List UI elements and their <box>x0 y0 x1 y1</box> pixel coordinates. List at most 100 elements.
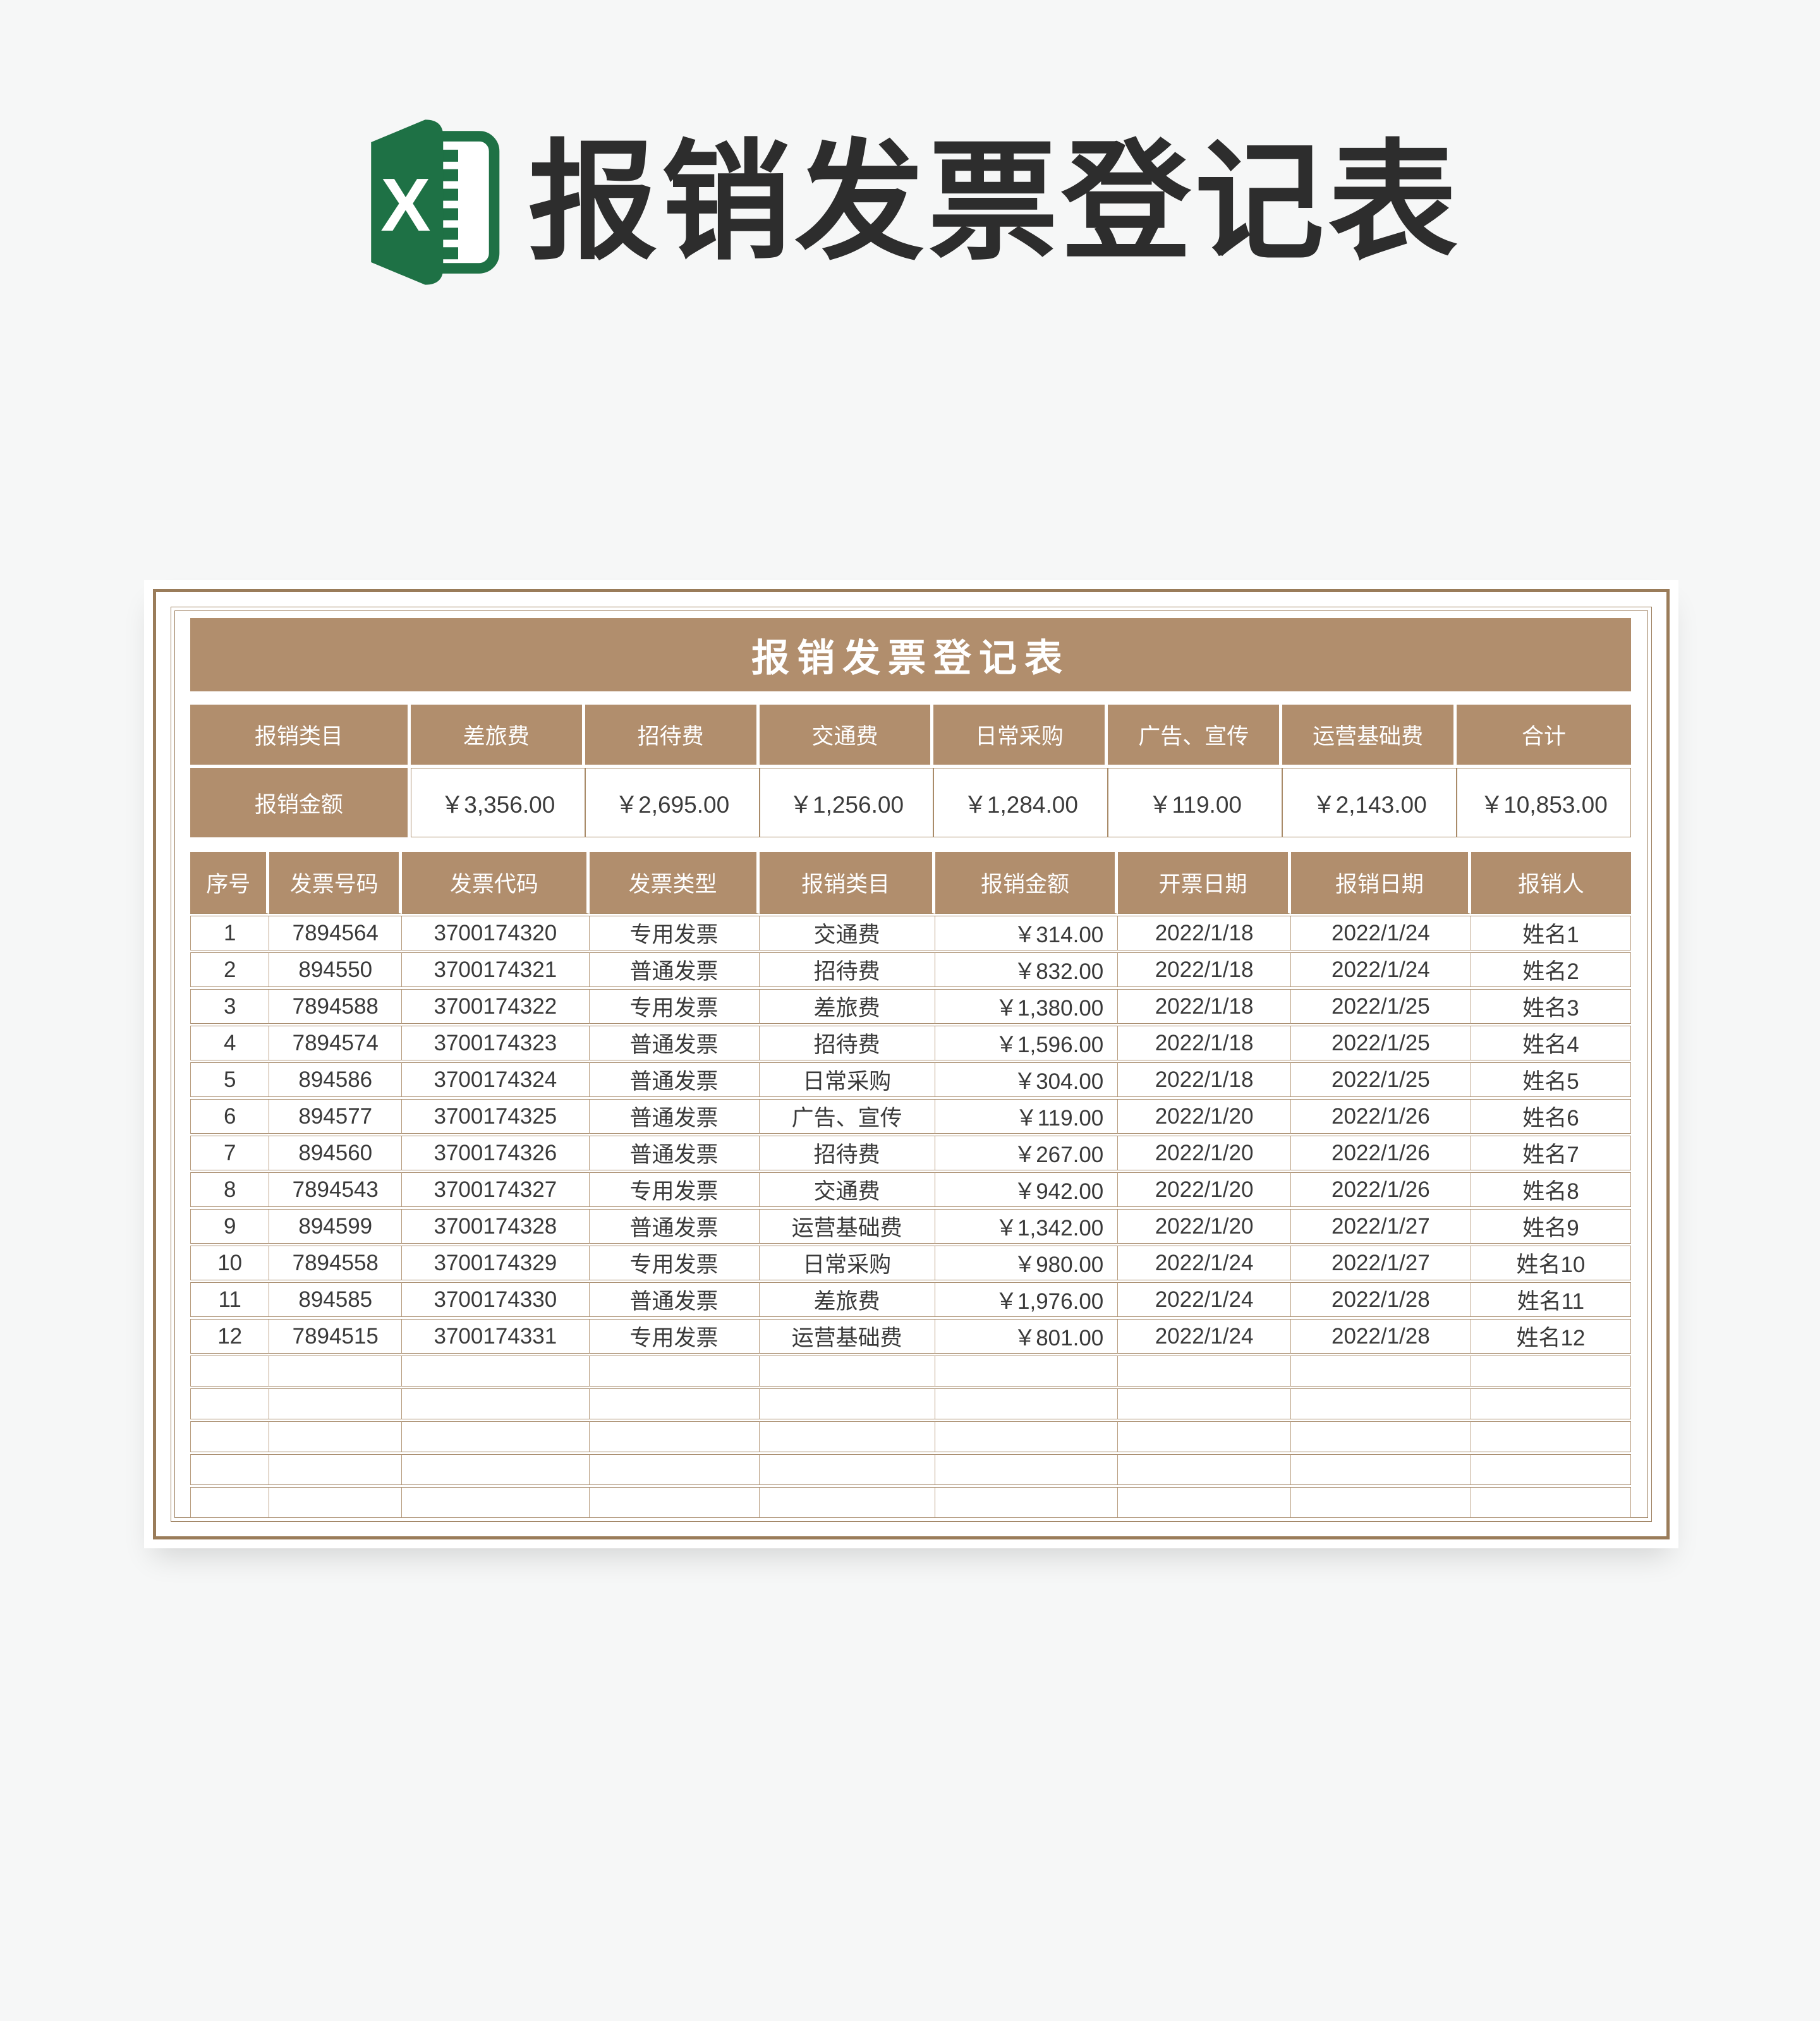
register-empty-cell <box>1290 1388 1471 1419</box>
summary-amount-cell: ￥2,143.00 <box>1282 768 1457 837</box>
register-cell: ￥1,380.00 <box>935 989 1119 1024</box>
register-cell: 姓名3 <box>1471 989 1631 1024</box>
register-data-row: 2 894550 3700174321 普通发票 招待费 ￥832.00 2022/1/18… <box>190 952 1631 987</box>
register-empty-cell <box>935 1421 1119 1452</box>
register-cell: 差旅费 <box>759 1282 935 1317</box>
register-cell: 2022/1/24 <box>1118 1246 1291 1280</box>
register-cell: 普通发票 <box>589 1062 760 1097</box>
register-cell: 7894515 <box>269 1319 403 1354</box>
register-cell: 姓名6 <box>1471 1099 1631 1134</box>
register-empty-cell <box>589 1356 760 1387</box>
register-cell: 姓名11 <box>1471 1282 1631 1317</box>
register-cell: 2022/1/25 <box>1290 1026 1471 1060</box>
register-cell: 3700174326 <box>402 1136 590 1170</box>
register-cell: 7894543 <box>269 1172 403 1207</box>
page-header: X 报销发票登记表 <box>0 107 1820 297</box>
register-cell: 2022/1/28 <box>1290 1282 1471 1317</box>
register-empty-cell <box>1290 1487 1471 1518</box>
summary-amount-cell: ￥1,284.00 <box>933 768 1108 837</box>
sheet-content: 报销发票登记表 报销类目 差旅费 招待费 交通费 日常采购 广告、宣传 运营基础费 合计 报… <box>190 618 1631 1520</box>
register-cell: 2022/1/24 <box>1118 1319 1291 1354</box>
summary-category-label: 报销类目 <box>190 705 411 768</box>
register-empty-cell <box>402 1356 590 1387</box>
register-cell: 7894574 <box>269 1026 403 1060</box>
register-cell: 招待费 <box>759 1026 935 1060</box>
register-empty-cell <box>190 1356 270 1387</box>
register-cell: 3700174330 <box>402 1282 590 1317</box>
register-empty-cell <box>935 1388 1119 1419</box>
register-cell: 3700174331 <box>402 1319 590 1354</box>
register-cell: 2022/1/25 <box>1290 989 1471 1024</box>
register-cell: 2022/1/25 <box>1290 1062 1471 1097</box>
register-cell: 日常采购 <box>759 1246 935 1280</box>
register-cell: 姓名10 <box>1471 1246 1631 1280</box>
register-empty-cell <box>269 1421 403 1452</box>
register-empty-cell <box>1118 1388 1291 1419</box>
register-cell: 2022/1/24 <box>1118 1282 1291 1317</box>
register-empty-cell <box>759 1487 935 1518</box>
register-empty-cell <box>269 1487 403 1518</box>
register-header-cell: 报销人 <box>1471 852 1631 914</box>
register-data-row: 5 894586 3700174324 普通发票 日常采购 ￥304.00 2022/1/1… <box>190 1062 1631 1097</box>
register-cell: ￥119.00 <box>935 1099 1119 1134</box>
register-empty-cell <box>759 1388 935 1419</box>
register-cell: ￥267.00 <box>935 1136 1119 1170</box>
register-cell: 7894564 <box>269 916 403 950</box>
register-empty-cell <box>190 1454 270 1485</box>
register-cell: 894599 <box>269 1209 403 1244</box>
summary-category-cell: 差旅费 <box>410 705 585 768</box>
register-cell: 广告、宣传 <box>759 1099 935 1134</box>
register-cell: 专用发票 <box>589 916 760 950</box>
register-cell: 2022/1/27 <box>1290 1209 1471 1244</box>
register-empty-cell <box>1118 1454 1291 1485</box>
register-empty-cell <box>1471 1356 1631 1387</box>
register-cell: 2022/1/28 <box>1290 1319 1471 1354</box>
register-data-row: 3 7894588 3700174322 专用发票 差旅费 ￥1,380.00 2022/1… <box>190 989 1631 1024</box>
register-empty-cell <box>935 1487 1119 1518</box>
register-cell: 差旅费 <box>759 989 935 1024</box>
register-cell: 2022/1/20 <box>1118 1209 1291 1244</box>
register-cell: 894560 <box>269 1136 403 1170</box>
register-cell: ￥1,596.00 <box>935 1026 1119 1060</box>
register-cell: 894550 <box>269 952 403 987</box>
register-data-row: 11 894585 3700174330 普通发票 差旅费 ￥1,976.00 2022/1… <box>190 1282 1631 1317</box>
register-cell: 3700174324 <box>402 1062 590 1097</box>
register-cell: 3700174325 <box>402 1099 590 1134</box>
register-cell: 专用发票 <box>589 989 760 1024</box>
register-empty-cell <box>1471 1487 1631 1518</box>
summary-category-cell: 交通费 <box>759 705 934 768</box>
register-header-cell: 发票类型 <box>589 852 760 914</box>
register-cell: 普通发票 <box>589 1209 760 1244</box>
register-data-row: 10 7894558 3700174329 专用发票 日常采购 ￥980.00 2022/1… <box>190 1246 1631 1280</box>
register-cell: 2022/1/18 <box>1118 989 1291 1024</box>
register-empty-cell <box>190 1421 270 1452</box>
register-cell: 姓名1 <box>1471 916 1631 950</box>
summary-category-cell: 日常采购 <box>933 705 1108 768</box>
register-cell: 姓名9 <box>1471 1209 1631 1244</box>
summary-category-cell: 广告、宣传 <box>1108 705 1283 768</box>
register-data-row: 8 7894543 3700174327 专用发票 交通费 ￥942.00 2022/1/2… <box>190 1172 1631 1207</box>
register-empty-cell <box>1471 1454 1631 1485</box>
register-header-cell: 发票号码 <box>269 852 403 914</box>
summary-amount-row: 报销金额 ￥3,356.00 ￥2,695.00 ￥1,256.00 ￥1,284.0… <box>190 768 1631 837</box>
register-data-row: 6 894577 3700174325 普通发票 广告、宣传 ￥119.00 2022/1/… <box>190 1099 1631 1134</box>
register-data-row: 4 7894574 3700174323 普通发票 招待费 ￥1,596.00 2022/1… <box>190 1026 1631 1060</box>
register-cell: 894577 <box>269 1099 403 1134</box>
register-data-row: 12 7894515 3700174331 专用发票 运营基础费 ￥801.00 2022/… <box>190 1319 1631 1354</box>
register-empty-row <box>190 1356 1631 1387</box>
register-cell: 专用发票 <box>589 1319 760 1354</box>
register-empty-cell <box>935 1454 1119 1485</box>
register-cell: 2 <box>190 952 270 987</box>
register-empty-cell <box>1471 1388 1631 1419</box>
register-cell: 3700174323 <box>402 1026 590 1060</box>
excel-icon: X <box>359 118 509 286</box>
register-empty-cell <box>269 1454 403 1485</box>
register-data-row: 1 7894564 3700174320 专用发票 交通费 ￥314.00 2022/1/1… <box>190 916 1631 950</box>
register-cell: 12 <box>190 1319 270 1354</box>
register-cell: 普通发票 <box>589 1099 760 1134</box>
register-empty-cell <box>190 1487 270 1518</box>
register-empty-cell <box>1118 1487 1291 1518</box>
register-empty-cell <box>759 1421 935 1452</box>
register-empty-row <box>190 1454 1631 1485</box>
register-cell: 交通费 <box>759 916 935 950</box>
